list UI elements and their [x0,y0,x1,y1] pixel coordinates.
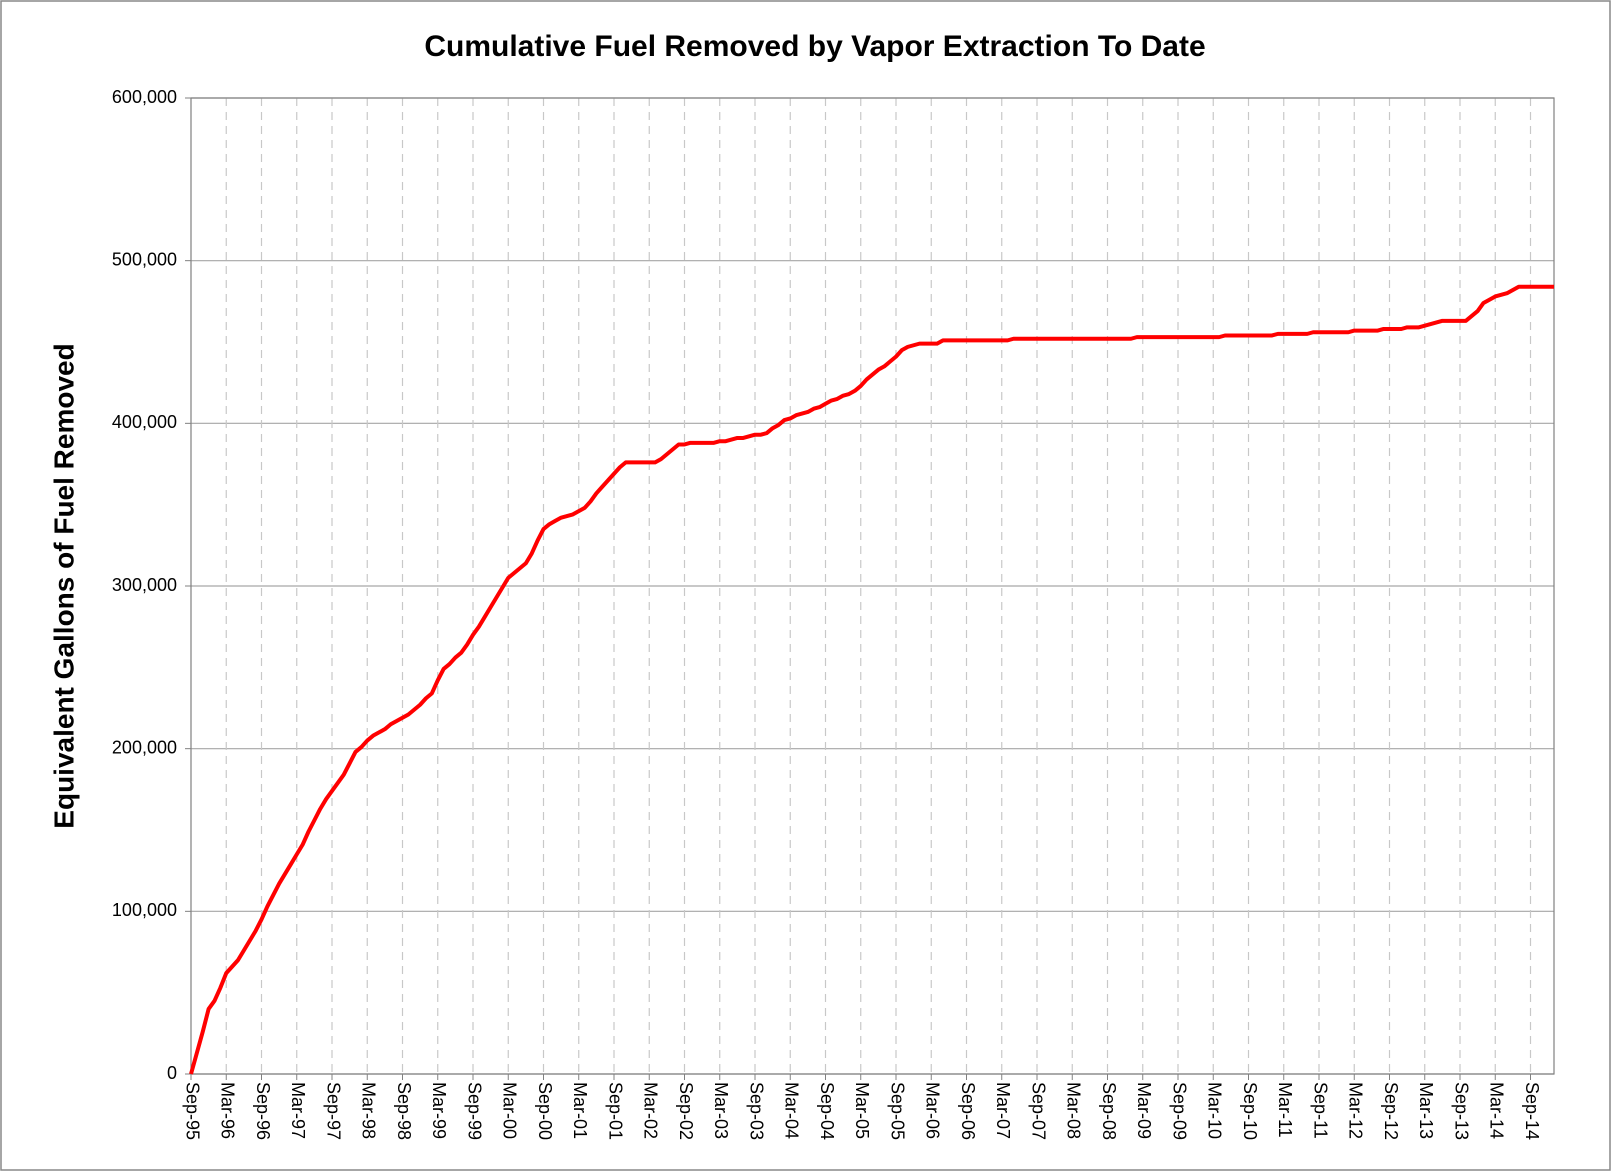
x-tick-label: Sep-13 [1451,1082,1471,1140]
x-tick-label: Sep-12 [1381,1082,1401,1140]
x-tick-label: Mar-99 [429,1082,449,1139]
x-tick-label: Mar-04 [782,1082,802,1139]
chart-title: Cumulative Fuel Removed by Vapor Extract… [424,30,1205,63]
x-tick-label: Mar-08 [1064,1082,1084,1139]
x-tick-label: Sep-03 [746,1082,766,1140]
x-tick-label: Sep-00 [535,1082,555,1140]
x-tick-label: Sep-05 [887,1082,907,1140]
x-tick-label: Sep-97 [323,1082,343,1140]
x-tick-label: Mar-12 [1346,1082,1366,1139]
x-tick-label: Mar-01 [570,1082,590,1139]
x-tick-label: Mar-02 [641,1082,661,1139]
x-tick-label: Sep-10 [1240,1082,1260,1140]
x-tick-label: Sep-08 [1099,1082,1119,1140]
y-tick-label: 400,000 [112,412,177,432]
x-tick-label: Mar-98 [359,1082,379,1139]
x-tick-label: Sep-14 [1522,1082,1542,1140]
x-tick-label: Mar-97 [288,1082,308,1139]
x-tick-label: Mar-05 [852,1082,872,1139]
x-tick-label: Sep-11 [1310,1082,1330,1139]
plot-frame [190,97,1555,1075]
y-axis-label: Equivalent Gallons of Fuel Removed [48,343,79,828]
x-tick-label: Mar-13 [1416,1082,1436,1139]
x-tick-label: Sep-98 [394,1082,414,1140]
x-tick-label: Sep-95 [182,1082,202,1140]
y-tick-label: 300,000 [112,575,177,595]
x-tick-label: Mar-00 [500,1082,520,1139]
x-tick-label: Sep-02 [676,1082,696,1140]
x-tick-label: Mar-10 [1205,1082,1225,1139]
x-tick-label: Sep-06 [958,1082,978,1140]
y-tick-label: 100,000 [112,900,177,920]
data-line [189,284,1554,1075]
y-tick-label: 600,000 [112,87,177,107]
y-tick-label: 0 [167,1063,177,1083]
x-tick-label: Sep-09 [1169,1082,1189,1140]
x-tick-label: Mar-03 [711,1082,731,1139]
x-tick-label: Mar-09 [1134,1082,1154,1139]
x-tick-label: Sep-96 [253,1082,273,1140]
x-tick-label: Sep-01 [605,1082,625,1140]
y-tick-label: 500,000 [112,249,177,269]
x-tick-label: Mar-96 [218,1082,238,1139]
x-tick-label: Mar-11 [1275,1082,1295,1138]
x-tick-label: Sep-07 [1028,1082,1048,1140]
x-tick-label: Sep-04 [817,1082,837,1140]
x-tick-label: Mar-06 [923,1082,943,1139]
x-tick-label: Sep-99 [464,1082,484,1140]
x-tick-label: Mar-14 [1487,1082,1507,1139]
y-tick-label: 200,000 [112,737,177,757]
x-tick-label: Mar-07 [993,1082,1013,1139]
